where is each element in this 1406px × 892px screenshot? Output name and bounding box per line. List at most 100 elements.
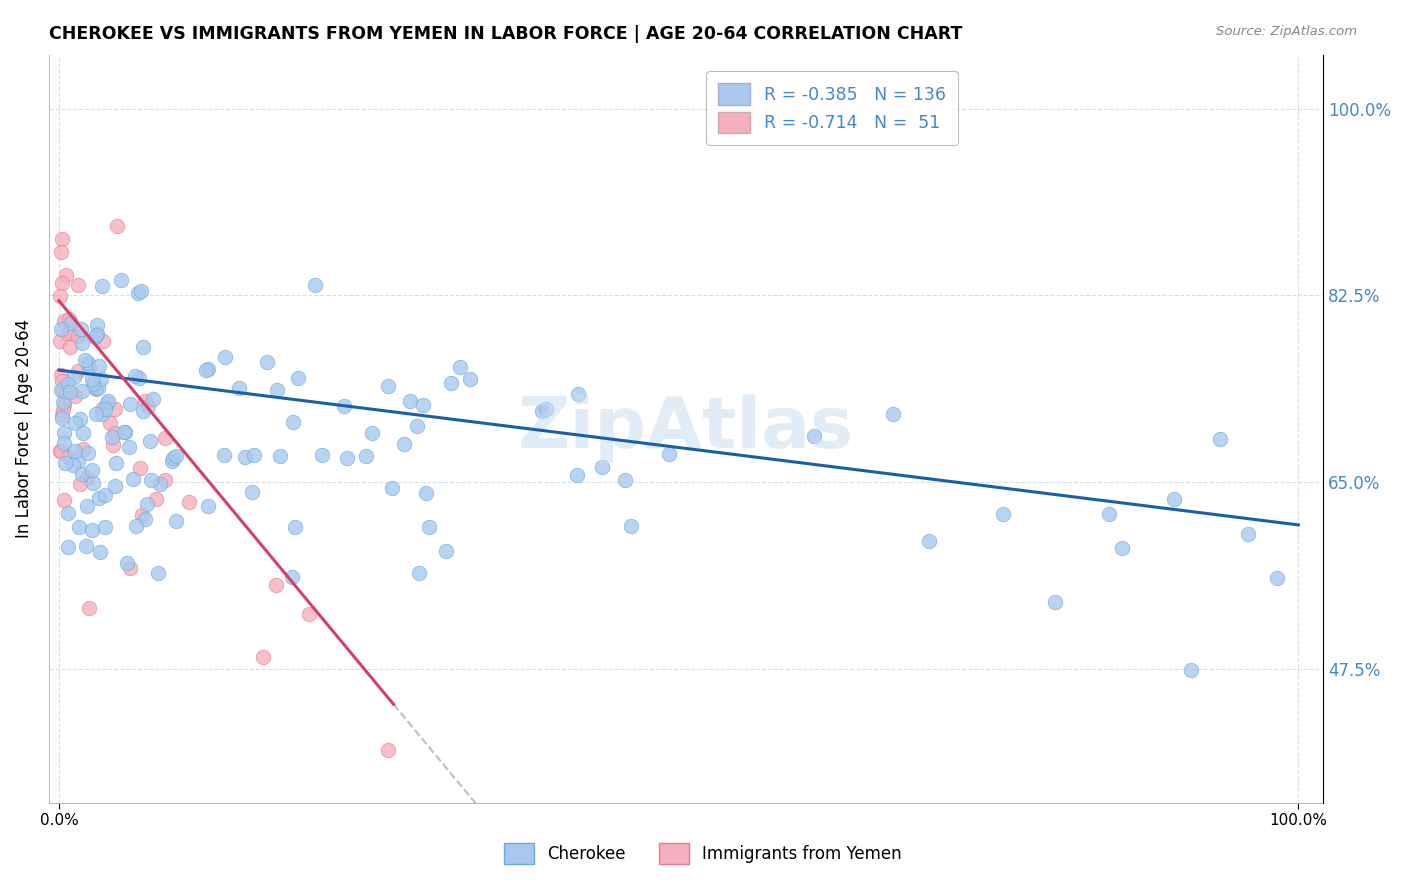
- Point: [84, 407, 107, 421]
- Point: [534, 402, 557, 417]
- Point: [360, 425, 382, 440]
- Point: [89, 545, 111, 559]
- Legend: R = -0.385   N = 136, R = -0.714   N =  51: R = -0.385 N = 136, R = -0.714 N = 51: [706, 71, 957, 145]
- Point: [449, 359, 471, 374]
- Point: [105, 219, 128, 233]
- Point: [131, 284, 153, 298]
- Point: [82, 377, 104, 392]
- Point: [415, 486, 437, 500]
- Point: [59, 325, 82, 339]
- Point: [240, 484, 263, 499]
- Point: [120, 560, 142, 574]
- Point: [86, 327, 108, 342]
- Point: [614, 473, 637, 487]
- Point: [103, 479, 125, 493]
- Point: [51, 411, 73, 425]
- Point: [991, 507, 1014, 521]
- Point: [128, 370, 150, 384]
- Point: [131, 340, 153, 354]
- Point: [53, 456, 76, 470]
- Point: [1111, 541, 1133, 556]
- Point: [112, 425, 135, 440]
- Point: [333, 399, 356, 413]
- Point: [1208, 432, 1230, 446]
- Point: [281, 570, 304, 584]
- Point: [59, 385, 82, 400]
- Point: [53, 398, 76, 412]
- Point: [49, 444, 72, 458]
- Point: [132, 404, 155, 418]
- Point: [52, 402, 75, 417]
- Point: [66, 364, 89, 378]
- Point: [124, 369, 146, 384]
- Point: [94, 402, 117, 417]
- Point: [51, 322, 73, 336]
- Point: [146, 566, 169, 581]
- Point: [233, 450, 256, 465]
- Point: [228, 382, 250, 396]
- Point: [94, 519, 117, 533]
- Point: [134, 512, 156, 526]
- Point: [145, 491, 167, 506]
- Point: [76, 471, 98, 485]
- Point: [77, 601, 100, 615]
- Point: [52, 395, 75, 409]
- Point: [127, 285, 149, 300]
- Point: [436, 544, 458, 558]
- Point: [94, 488, 117, 502]
- Point: [83, 330, 105, 344]
- Point: [91, 402, 114, 417]
- Point: [91, 407, 114, 421]
- Point: [56, 376, 79, 391]
- Point: [197, 500, 219, 514]
- Point: [392, 437, 415, 451]
- Point: [90, 279, 112, 293]
- Point: [197, 362, 219, 376]
- Point: [77, 360, 100, 375]
- Point: [114, 425, 136, 440]
- Point: [1163, 491, 1185, 506]
- Point: [141, 474, 163, 488]
- Point: [67, 454, 90, 468]
- Point: [121, 472, 143, 486]
- Point: [82, 463, 104, 477]
- Point: [63, 444, 86, 458]
- Point: [153, 473, 176, 487]
- Point: [1098, 507, 1121, 521]
- Point: [56, 506, 79, 520]
- Point: [399, 393, 422, 408]
- Point: [128, 461, 150, 475]
- Point: [377, 378, 399, 392]
- Point: [72, 442, 94, 457]
- Legend: Cherokee, Immigrants from Yemen: Cherokee, Immigrants from Yemen: [498, 837, 908, 871]
- Point: [918, 533, 941, 548]
- Point: [82, 372, 104, 386]
- Point: [51, 374, 73, 388]
- Point: [406, 419, 429, 434]
- Point: [381, 481, 404, 495]
- Point: [408, 566, 430, 581]
- Point: [52, 425, 75, 440]
- Point: [620, 518, 643, 533]
- Point: [131, 508, 153, 523]
- Point: [591, 459, 613, 474]
- Point: [269, 450, 291, 464]
- Point: [49, 245, 72, 260]
- Point: [103, 438, 125, 452]
- Point: [91, 334, 114, 348]
- Point: [49, 289, 72, 303]
- Point: [51, 409, 73, 423]
- Point: [70, 384, 93, 399]
- Point: [242, 448, 264, 462]
- Point: [165, 449, 187, 463]
- Point: [76, 446, 98, 460]
- Point: [49, 334, 72, 349]
- Point: [84, 328, 107, 343]
- Point: [117, 556, 139, 570]
- Point: [49, 368, 72, 382]
- Point: [377, 743, 399, 757]
- Point: [66, 329, 89, 343]
- Point: [69, 412, 91, 426]
- Point: [287, 371, 309, 385]
- Point: [82, 476, 104, 491]
